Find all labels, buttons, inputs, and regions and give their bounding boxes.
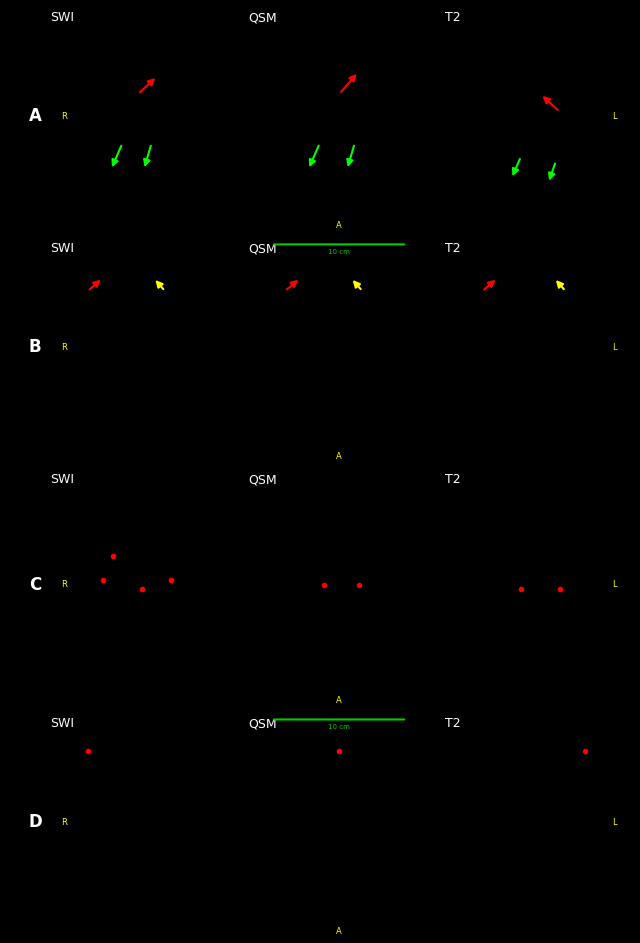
Text: R: R — [61, 342, 67, 352]
Text: QSM: QSM — [248, 242, 276, 256]
Text: SWI: SWI — [51, 473, 75, 487]
Text: SWI: SWI — [51, 242, 75, 256]
Text: T2: T2 — [445, 242, 461, 256]
Text: SWI: SWI — [51, 718, 75, 730]
Text: T2: T2 — [445, 11, 461, 25]
Text: A: A — [337, 222, 342, 230]
Text: L: L — [612, 818, 616, 827]
Text: B: B — [29, 338, 42, 356]
Text: L: L — [612, 342, 616, 352]
Text: QSM: QSM — [248, 11, 276, 25]
Text: A: A — [337, 452, 342, 461]
Text: 10 cm: 10 cm — [328, 249, 350, 255]
Text: R: R — [61, 818, 67, 827]
Text: T2: T2 — [445, 473, 461, 487]
Text: R: R — [61, 112, 67, 121]
Text: T2: T2 — [445, 718, 461, 730]
Text: A: A — [29, 108, 42, 125]
Text: QSM: QSM — [248, 718, 276, 730]
Text: A: A — [337, 696, 342, 705]
Text: SWI: SWI — [51, 11, 75, 25]
Text: 10 cm: 10 cm — [328, 724, 350, 730]
Text: L: L — [612, 112, 616, 121]
Text: C: C — [29, 575, 42, 593]
Text: A: A — [337, 927, 342, 936]
Text: D: D — [28, 813, 42, 831]
Text: L: L — [612, 580, 616, 589]
Text: R: R — [61, 580, 67, 589]
Text: QSM: QSM — [248, 473, 276, 487]
